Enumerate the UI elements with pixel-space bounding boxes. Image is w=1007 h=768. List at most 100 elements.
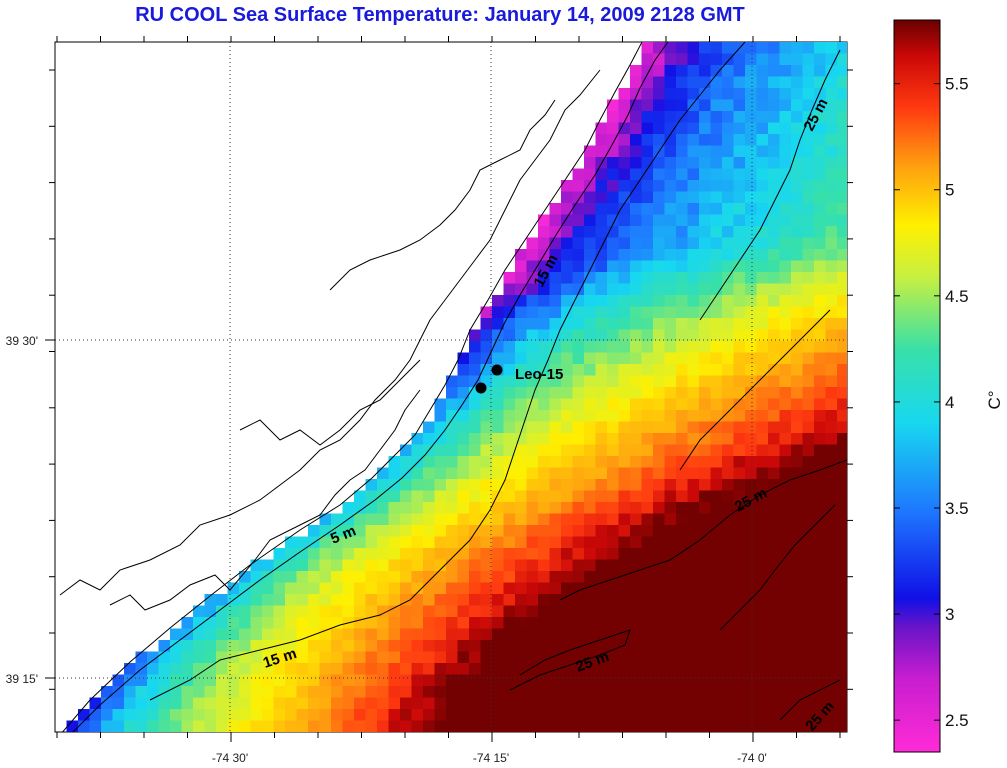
sst-cell xyxy=(791,364,804,377)
sst-cell xyxy=(446,398,459,411)
sst-cell xyxy=(745,157,758,170)
sst-cell xyxy=(262,709,275,722)
sst-cell xyxy=(779,226,792,239)
sst-cell xyxy=(423,456,436,469)
sst-cell xyxy=(768,686,781,699)
sst-cell xyxy=(687,605,700,618)
sst-cell xyxy=(745,421,758,434)
sst-cell xyxy=(722,582,735,595)
sst-cell xyxy=(779,628,792,641)
sst-cell xyxy=(733,467,746,480)
sst-cell xyxy=(814,226,827,239)
sst-cell xyxy=(814,421,827,434)
sst-cell xyxy=(653,640,666,653)
sst-cell xyxy=(423,525,436,538)
sst-cell xyxy=(561,559,574,572)
sst-cell xyxy=(710,341,723,354)
sst-cell xyxy=(480,318,493,331)
sst-cell xyxy=(239,617,252,630)
sst-cell xyxy=(377,640,390,653)
sst-cell xyxy=(814,651,827,664)
sst-cell xyxy=(814,398,827,411)
sst-cell xyxy=(170,663,183,676)
sst-cell xyxy=(791,651,804,664)
sst-cell xyxy=(814,329,827,342)
sst-cell xyxy=(296,605,309,618)
sst-cell xyxy=(607,249,620,262)
sst-cell xyxy=(641,329,654,342)
sst-cell xyxy=(641,709,654,722)
sst-cell xyxy=(526,617,539,630)
sst-cell xyxy=(377,536,390,549)
sst-cell xyxy=(561,272,574,285)
sst-cell xyxy=(641,421,654,434)
sst-cell xyxy=(595,306,608,319)
sst-cell xyxy=(779,421,792,434)
sst-cell xyxy=(446,513,459,526)
sst-cell xyxy=(710,168,723,181)
sst-cell xyxy=(814,525,827,538)
sst-cell xyxy=(722,594,735,607)
sst-cell xyxy=(802,352,815,365)
sst-cell xyxy=(664,318,677,331)
sst-cell xyxy=(285,674,298,687)
sst-cell xyxy=(618,352,631,365)
sst-cell xyxy=(687,364,700,377)
sst-cell xyxy=(664,99,677,112)
sst-cell xyxy=(699,249,712,262)
sst-cell xyxy=(549,628,562,641)
sst-cell xyxy=(331,513,344,526)
sst-cell xyxy=(653,283,666,296)
sst-cell xyxy=(549,548,562,561)
sst-cell xyxy=(400,720,413,732)
station-marker xyxy=(475,382,487,394)
sst-cell xyxy=(446,628,459,641)
sst-cell xyxy=(687,99,700,112)
sst-cell xyxy=(779,122,792,135)
sst-cell xyxy=(687,134,700,147)
sst-cell xyxy=(745,214,758,227)
sst-cell xyxy=(745,318,758,331)
sst-cell xyxy=(791,433,804,446)
sst-cell xyxy=(664,709,677,722)
sst-cell xyxy=(204,640,217,653)
sst-cell xyxy=(825,364,838,377)
sst-cell xyxy=(664,651,677,664)
sst-cell xyxy=(791,122,804,135)
sst-cell xyxy=(388,571,401,584)
sst-cell xyxy=(745,479,758,492)
sst-cell xyxy=(687,479,700,492)
sst-cell xyxy=(756,249,769,262)
sst-cell xyxy=(457,628,470,641)
sst-cell xyxy=(572,720,585,732)
sst-cell xyxy=(745,674,758,687)
sst-cell xyxy=(331,548,344,561)
sst-cell xyxy=(676,674,689,687)
sst-cell xyxy=(756,628,769,641)
sst-cell xyxy=(802,697,815,710)
sst-cell xyxy=(607,260,620,273)
sst-cell xyxy=(285,720,298,732)
sst-cell xyxy=(791,582,804,595)
sst-cell xyxy=(561,214,574,227)
sst-cell xyxy=(273,651,286,664)
sst-cell xyxy=(193,651,206,664)
sst-cell xyxy=(411,433,424,446)
sst-cell xyxy=(515,352,528,365)
sst-cell xyxy=(377,490,390,503)
sst-cell xyxy=(446,433,459,446)
sst-cell xyxy=(503,571,516,584)
sst-cell xyxy=(699,410,712,423)
sst-cell xyxy=(687,410,700,423)
sst-cell xyxy=(733,226,746,239)
sst-cell xyxy=(572,617,585,630)
sst-cell xyxy=(825,99,838,112)
sst-cell xyxy=(710,594,723,607)
sst-cell xyxy=(664,111,677,124)
sst-cell xyxy=(469,536,482,549)
sst-cell xyxy=(561,582,574,595)
sst-cell xyxy=(595,663,608,676)
sst-cell xyxy=(768,122,781,135)
sst-cell xyxy=(653,226,666,239)
sst-cell xyxy=(331,525,344,538)
